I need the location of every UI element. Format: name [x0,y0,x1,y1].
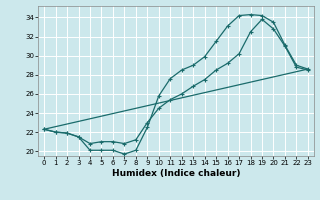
X-axis label: Humidex (Indice chaleur): Humidex (Indice chaleur) [112,169,240,178]
